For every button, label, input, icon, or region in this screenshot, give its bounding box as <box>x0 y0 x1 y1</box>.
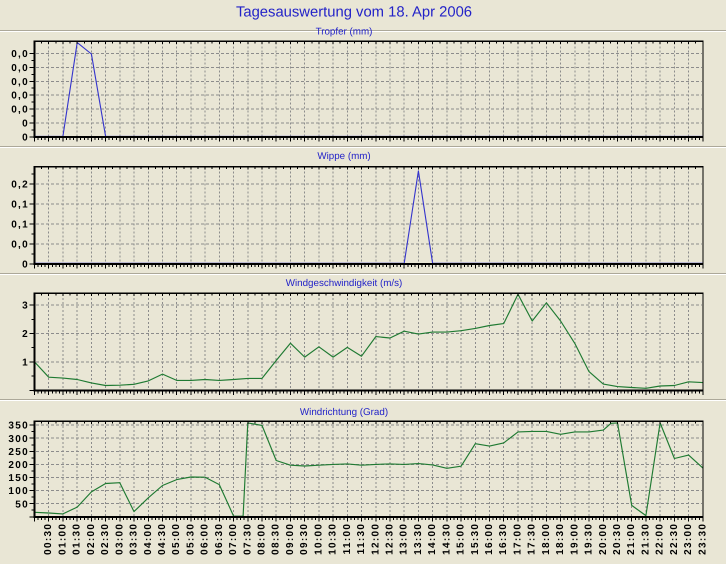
svg-text:15:00: 15:00 <box>456 523 467 555</box>
svg-text:250: 250 <box>8 447 29 458</box>
svg-text:03:00: 03:00 <box>114 523 125 555</box>
svg-text:23:00: 23:00 <box>683 523 694 555</box>
svg-text:18:00: 18:00 <box>541 523 552 555</box>
svg-text:22:30: 22:30 <box>669 523 680 555</box>
svg-text:150: 150 <box>8 473 29 484</box>
svg-text:0: 0 <box>22 132 29 143</box>
svg-text:300: 300 <box>8 434 29 445</box>
svg-text:21:30: 21:30 <box>640 523 651 555</box>
svg-text:07:00: 07:00 <box>228 523 239 555</box>
svg-text:09:00: 09:00 <box>285 523 296 555</box>
svg-text:10:00: 10:00 <box>313 523 324 555</box>
svg-text:100: 100 <box>8 486 29 497</box>
svg-text:19:00: 19:00 <box>569 523 580 555</box>
svg-text:0,1: 0,1 <box>11 220 29 231</box>
svg-text:17:00: 17:00 <box>513 523 524 555</box>
svg-text:05:30: 05:30 <box>185 523 196 555</box>
svg-text:16:30: 16:30 <box>498 523 509 555</box>
svg-text:01:30: 01:30 <box>72 523 83 555</box>
svg-text:06:30: 06:30 <box>214 523 225 555</box>
svg-text:14:30: 14:30 <box>441 523 452 555</box>
svg-text:Tagesauswertung vom 18. Apr 20: Tagesauswertung vom 18. Apr 2006 <box>236 5 472 21</box>
svg-text:08:30: 08:30 <box>271 523 282 555</box>
svg-text:2: 2 <box>22 329 29 340</box>
svg-text:20:30: 20:30 <box>612 523 623 555</box>
svg-text:0,0: 0,0 <box>11 77 29 88</box>
svg-text:0,0: 0,0 <box>11 105 29 116</box>
svg-text:07:30: 07:30 <box>242 523 253 555</box>
svg-text:Windrichtung (Grad): Windrichtung (Grad) <box>300 407 388 418</box>
svg-text:0,2: 0,2 <box>11 180 29 191</box>
svg-text:0,0: 0,0 <box>11 49 29 60</box>
svg-text:04:30: 04:30 <box>157 523 168 555</box>
svg-text:09:30: 09:30 <box>299 523 310 555</box>
svg-text:23:30: 23:30 <box>697 523 708 555</box>
svg-text:00:30: 00:30 <box>43 523 54 555</box>
svg-text:19:30: 19:30 <box>584 523 595 555</box>
svg-text:22:00: 22:00 <box>655 523 666 555</box>
svg-text:0,0: 0,0 <box>11 91 29 102</box>
svg-text:04:00: 04:00 <box>143 523 154 555</box>
svg-text:14:00: 14:00 <box>427 523 438 555</box>
svg-text:Wippe (mm): Wippe (mm) <box>317 151 370 162</box>
svg-text:15:30: 15:30 <box>470 523 481 555</box>
svg-text:13:30: 13:30 <box>413 523 424 555</box>
svg-text:01:00: 01:00 <box>57 523 68 555</box>
svg-text:0,0: 0,0 <box>11 63 29 74</box>
svg-text:Tropfer (mm): Tropfer (mm) <box>316 26 373 37</box>
svg-text:17:30: 17:30 <box>527 523 538 555</box>
svg-text:13:00: 13:00 <box>399 523 410 555</box>
svg-text:11:00: 11:00 <box>342 523 353 555</box>
svg-text:02:00: 02:00 <box>86 523 97 555</box>
svg-text:08:00: 08:00 <box>257 523 268 555</box>
svg-text:03:30: 03:30 <box>129 523 140 555</box>
svg-text:Windgeschwindigkeit (m/s): Windgeschwindigkeit (m/s) <box>286 278 403 289</box>
svg-text:06:00: 06:00 <box>200 523 211 555</box>
svg-text:10:30: 10:30 <box>328 523 339 555</box>
svg-text:1: 1 <box>22 358 29 369</box>
svg-text:0: 0 <box>22 119 29 130</box>
svg-text:05:00: 05:00 <box>171 523 182 555</box>
svg-text:0: 0 <box>22 259 29 270</box>
svg-text:12:00: 12:00 <box>370 523 381 555</box>
svg-text:12:30: 12:30 <box>385 523 396 555</box>
svg-text:50: 50 <box>15 499 29 510</box>
svg-text:350: 350 <box>8 421 29 432</box>
svg-text:3: 3 <box>22 301 29 312</box>
svg-text:0,1: 0,1 <box>11 200 29 211</box>
svg-text:0,0: 0,0 <box>11 240 29 251</box>
svg-text:200: 200 <box>8 460 29 471</box>
svg-text:16:00: 16:00 <box>484 523 495 555</box>
svg-text:18:30: 18:30 <box>555 523 566 555</box>
svg-text:11:30: 11:30 <box>356 523 367 555</box>
svg-text:02:30: 02:30 <box>100 523 111 555</box>
svg-text:20:00: 20:00 <box>598 523 609 555</box>
svg-text:21:00: 21:00 <box>626 523 637 555</box>
